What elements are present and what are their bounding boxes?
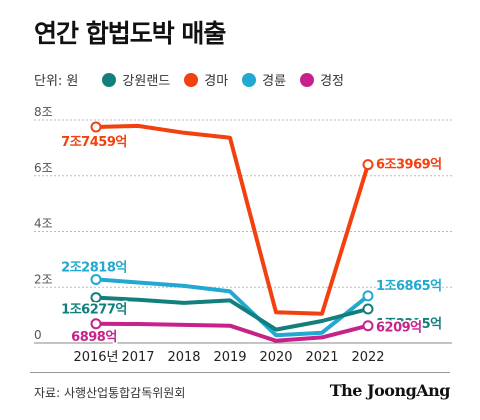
legend-item-boat-racing: 경정 [300, 70, 344, 89]
y-tick-label: 8조 [34, 105, 53, 119]
x-tick-label: 2020 [259, 350, 292, 365]
legend-label-cycle-racing: 경륜 [262, 74, 287, 89]
legend-label-horse-racing: 경마 [204, 74, 229, 89]
legend-item-cycle-racing: 경륜 [242, 70, 286, 89]
data-point [362, 159, 374, 171]
x-tick-label: 2021 [305, 350, 338, 365]
brand-logo: The JoongAng [329, 381, 451, 400]
x-tick-label: 2019 [213, 350, 246, 365]
legend-swatch-boat-racing [300, 72, 315, 87]
y-tick-label: 4조 [34, 217, 53, 231]
data-point [362, 320, 374, 332]
data-point [362, 290, 374, 302]
data-point [90, 273, 102, 285]
legend-swatch-cycle-racing [242, 72, 257, 87]
data-point [90, 121, 102, 133]
x-tick-label: 2017 [121, 350, 154, 365]
data-point [90, 318, 102, 330]
legend-label-boat-racing: 경정 [320, 74, 345, 89]
data-point [90, 292, 102, 304]
y-tick-label: 0 [34, 328, 42, 342]
footer-divider [30, 372, 450, 373]
source-note: 자료: 사행산업통합감독위원회 [34, 386, 186, 400]
y-tick-label: 6조 [34, 161, 53, 175]
x-tick-label: 2022 [351, 350, 384, 365]
legend-label-gangwonland: 강원랜드 [122, 74, 171, 89]
chart-title: 연간 합법도박 매출 [34, 19, 226, 48]
data-label: 6209억 [376, 321, 422, 336]
series-line [94, 123, 370, 316]
data-label: 1조6277억 [61, 303, 127, 318]
series-line [94, 295, 370, 332]
unit-label: 단위: 원 [34, 74, 79, 89]
y-tick-label: 2조 [34, 272, 53, 286]
data-point [362, 303, 374, 315]
legend-item-gangwonland: 강원랜드 [102, 70, 170, 89]
data-label: 2조2818억 [61, 260, 127, 275]
series-line [94, 277, 370, 338]
data-label: 1조6865억 [376, 279, 442, 294]
data-label: 6898억 [71, 330, 117, 345]
legend: 단위: 원 강원랜드 경마 경륜 경정 [34, 70, 358, 89]
legend-swatch-gangwonland [102, 72, 117, 87]
legend-swatch-horse-racing [184, 72, 199, 87]
data-label: 7조7459억 [61, 135, 127, 150]
x-tick-label: 2018 [167, 350, 200, 365]
series-line [94, 321, 370, 343]
x-tick-label: 2016년 [73, 350, 118, 365]
data-label: 6조3969억 [376, 158, 442, 173]
data-label: 1조2235억 [376, 317, 442, 332]
legend-item-horse-racing: 경마 [184, 70, 228, 89]
